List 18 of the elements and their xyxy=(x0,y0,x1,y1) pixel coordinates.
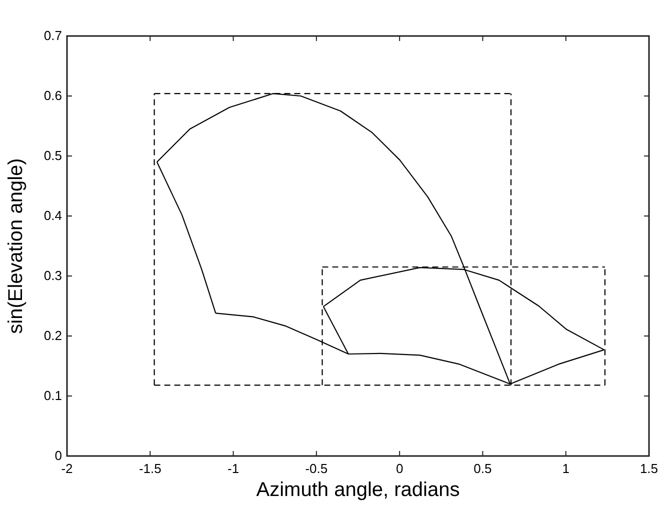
x-tick-label: 0 xyxy=(396,461,404,476)
y-axis-title: sin(Elevation angle) xyxy=(5,158,27,334)
x-axis-title: Azimuth angle, radians xyxy=(256,479,460,501)
y-tick-label: 0.3 xyxy=(44,268,62,283)
x-tick-label: 0.5 xyxy=(474,461,492,476)
y-tick-label: 0.5 xyxy=(44,148,62,163)
x-tick-label: -1.5 xyxy=(138,461,162,476)
y-tick-label: 0.6 xyxy=(44,88,62,103)
x-tick-label: 1 xyxy=(562,461,570,476)
x-tick-label: -2 xyxy=(61,461,73,476)
x-tick-label: -0.5 xyxy=(305,461,328,476)
y-tick-label: 0.7 xyxy=(44,28,62,43)
y-tick-label: 0.1 xyxy=(44,388,62,403)
x-tick-label: -1 xyxy=(228,461,240,476)
x-tick-label: 1.5 xyxy=(640,461,658,476)
y-tick-label: 0.4 xyxy=(44,208,62,223)
y-tick-label: 0 xyxy=(54,448,62,463)
y-tick-label: 0.2 xyxy=(44,328,62,343)
